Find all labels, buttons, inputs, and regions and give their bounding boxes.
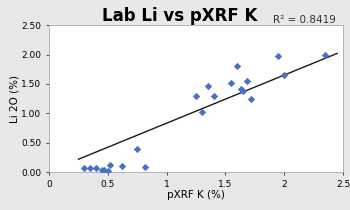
Text: R² = 0.8419: R² = 0.8419 xyxy=(273,15,336,25)
Point xyxy=(248,97,254,100)
Point xyxy=(102,168,107,172)
Point xyxy=(134,147,140,150)
Point xyxy=(229,81,234,84)
Point xyxy=(99,169,105,172)
Point xyxy=(244,79,249,83)
Point xyxy=(234,65,240,68)
Point xyxy=(240,89,246,93)
Point xyxy=(211,94,216,97)
Point xyxy=(281,73,287,76)
Point xyxy=(119,165,125,168)
Point xyxy=(205,85,211,88)
Point xyxy=(143,165,148,169)
Point xyxy=(93,166,99,170)
Point xyxy=(275,55,281,58)
Point xyxy=(105,169,111,173)
Text: Lab Li vs pXRF K: Lab Li vs pXRF K xyxy=(102,7,257,25)
Point xyxy=(199,110,205,114)
Point xyxy=(238,87,244,90)
Point xyxy=(107,163,113,166)
Point xyxy=(323,53,328,56)
Y-axis label: Li 2O (%): Li 2O (%) xyxy=(10,75,20,123)
Point xyxy=(82,166,87,170)
Point xyxy=(88,166,93,170)
Point xyxy=(193,94,199,97)
X-axis label: pXRF K (%): pXRF K (%) xyxy=(167,190,225,200)
